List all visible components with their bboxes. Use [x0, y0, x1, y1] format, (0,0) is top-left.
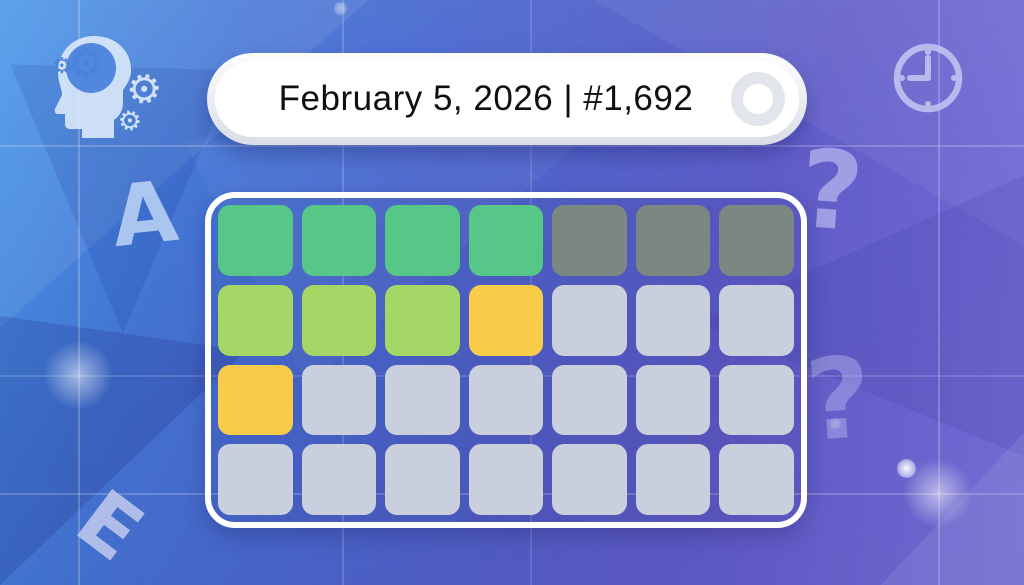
tile-r3c4-empty	[468, 364, 544, 436]
tile-r2c1-light_green	[218, 284, 293, 356]
head-profile-silhouette	[54, 36, 131, 138]
tile-r1c7-gray	[719, 205, 794, 276]
pill-ring-button[interactable]	[731, 72, 785, 126]
tile-r1c2-green	[301, 205, 377, 276]
brain-area	[66, 43, 116, 93]
tile-r3c1-yellow	[218, 364, 293, 436]
tile-r1c5-gray	[552, 205, 627, 276]
bg-sparkle-dot	[334, 2, 347, 15]
tile-r3c3-empty	[385, 364, 460, 436]
tile-r2c2-light_green	[301, 284, 377, 356]
tile-r3c2-empty	[301, 364, 377, 436]
tile-r4c7-empty	[719, 444, 794, 515]
puzzle-board-panel	[205, 192, 807, 528]
tile-r1c6-gray	[635, 205, 711, 276]
gear-icon: ⚙	[115, 104, 145, 139]
decor-letter-e: E	[59, 472, 160, 580]
tile-r1c4-green	[468, 205, 544, 276]
tile-r2c4-yellow	[468, 284, 544, 356]
date-text: February 5, 2026 | #1,692	[278, 79, 694, 118]
tile-r4c6-empty	[635, 444, 711, 515]
tile-r4c3-empty	[385, 444, 460, 515]
bg-gridline-horizontal	[0, 145, 1024, 147]
tile-r2c3-light_green	[385, 284, 460, 356]
tile-r1c3-green	[385, 205, 460, 276]
tile-r3c7-empty	[719, 364, 794, 436]
tile-r4c4-empty	[468, 444, 544, 515]
tile-r2c5-empty	[552, 284, 627, 356]
board-grid	[211, 198, 801, 522]
tile-r2c7-empty	[719, 284, 794, 356]
brain-gears-icon: ⚙ ⚙ ⚙ ⚙	[40, 30, 167, 140]
date-pill[interactable]: February 5, 2026 | #1,692	[207, 53, 807, 145]
tile-r4c5-empty	[552, 444, 627, 515]
tile-r3c5-empty	[552, 364, 627, 436]
tile-r3c6-empty	[635, 364, 711, 436]
bg-intersection-glow	[43, 340, 113, 410]
tile-r1c1-green	[218, 205, 293, 276]
bg-intersection-glow	[903, 458, 973, 528]
gear-icon: ⚙	[68, 41, 104, 87]
clock-icon	[888, 38, 968, 118]
decor-letter-a: A	[107, 161, 182, 267]
question-mark-icon: ?	[801, 332, 876, 468]
tile-r4c2-empty	[301, 444, 377, 515]
date-pill-face: February 5, 2026 | #1,692	[215, 61, 799, 137]
tile-r2c6-empty	[635, 284, 711, 356]
bg-sparkle-dot	[897, 459, 916, 478]
gear-icon: ⚙	[52, 54, 72, 79]
tile-r4c1-empty	[218, 444, 293, 515]
